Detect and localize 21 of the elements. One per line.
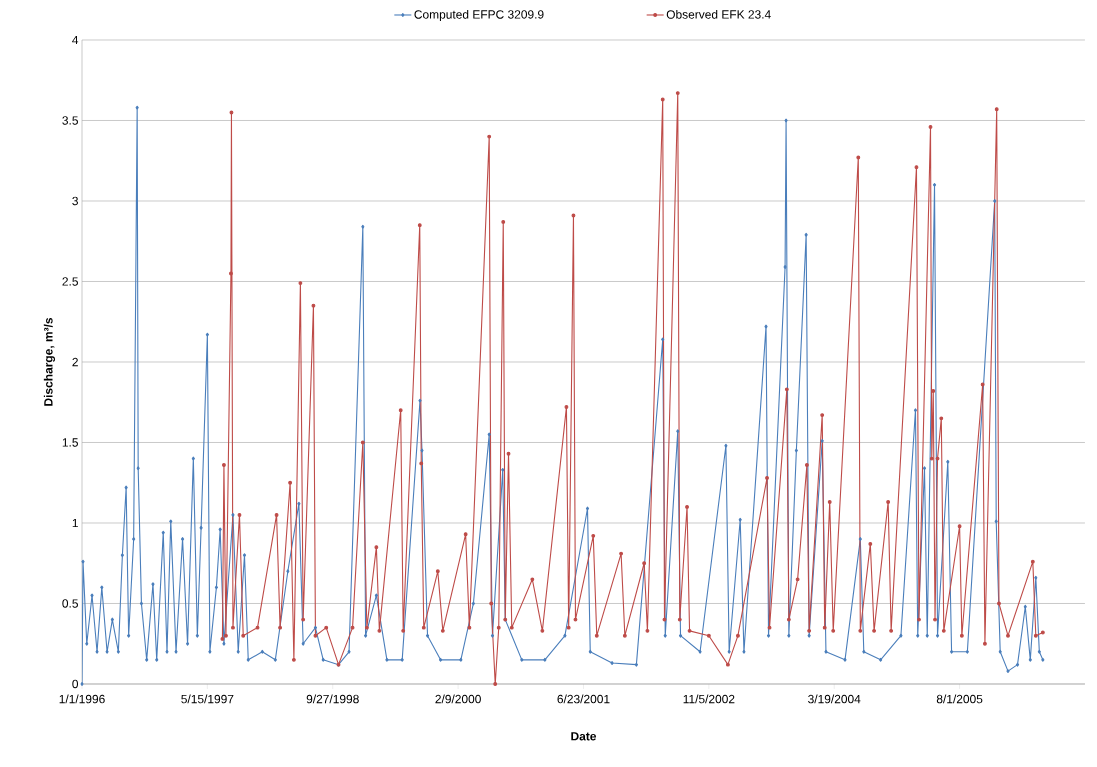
y-tick-label: 0 [72,679,79,689]
x-tick-label: 6/23/2001 [557,694,610,704]
x-tick-label: 11/5/2002 [683,694,735,704]
x-tick-label: 3/19/2004 [808,694,861,704]
x-tick-label: 2/9/2000 [435,694,481,704]
y-tick-label: 4 [72,35,79,45]
x-tick-label: 8/1/2005 [936,694,983,704]
y-tick-label: 2.5 [62,277,78,286]
x-tick-label: 1/1/1996 [59,694,105,704]
y-tick-label: 3 [72,196,78,206]
y-tick-label: 3.5 [62,116,78,125]
y-axis-title: Discharge, m³/s [43,317,56,406]
legend-label: Computed EFPC 3209.9 [414,9,544,22]
y-tick-label: 1 [72,518,78,528]
legend-label: Observed EFK 23.4 [666,9,771,19]
x-tick-label: 9/27/1998 [306,694,359,704]
x-axis-title: Date [571,732,597,741]
y-tick-label: 2 [72,357,78,367]
y-tick-label: 0.5 [62,599,78,608]
x-tick-label: 5/15/1997 [181,694,234,704]
y-tick-label: 1.5 [62,438,78,447]
